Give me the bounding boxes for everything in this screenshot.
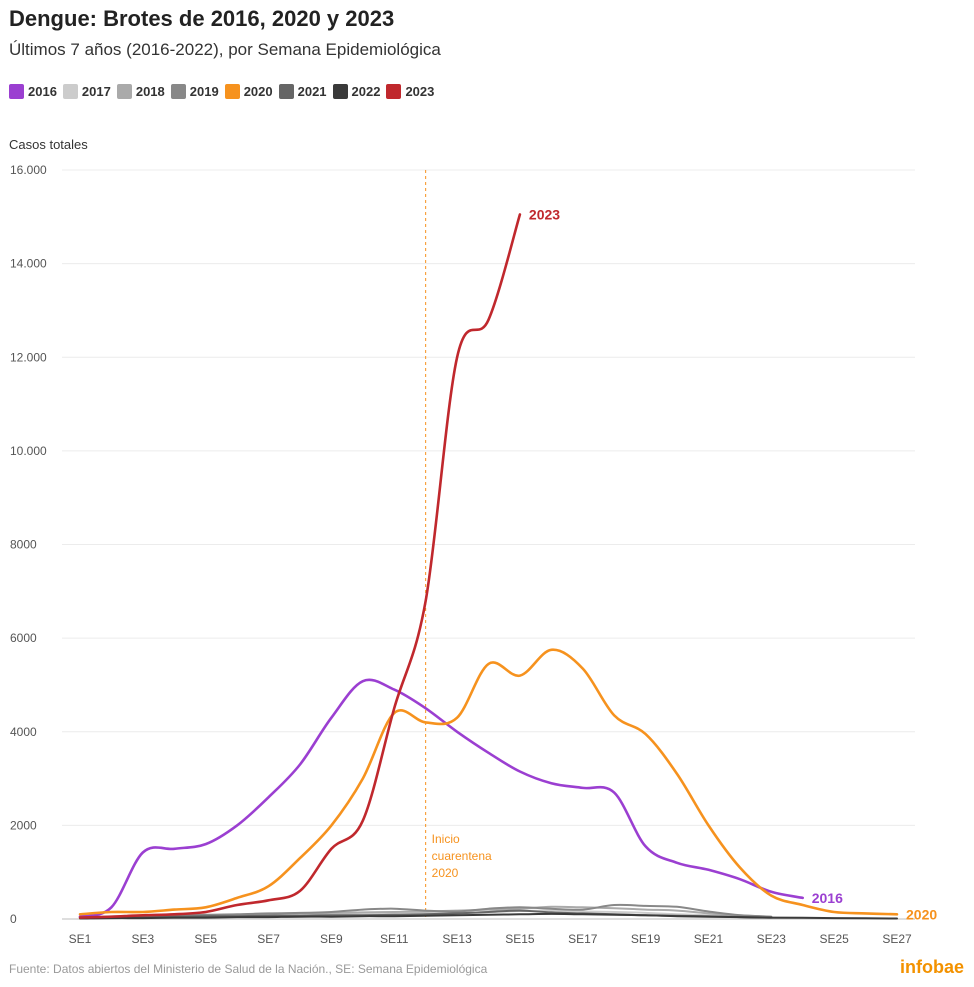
line-chart: 0 2000 4000 6000 8000 10.000 12.000 14.000 16.00… bbox=[10, 163, 937, 946]
legend-item-2022: 2022 bbox=[332, 84, 381, 99]
x-tick-label: SE27 bbox=[882, 932, 912, 946]
series-end-label-2020: 2020 bbox=[906, 906, 937, 922]
x-tick-label: SE13 bbox=[442, 932, 472, 946]
legend-label: 2016 bbox=[28, 84, 57, 99]
y-axis-title: Casos totales bbox=[9, 137, 88, 152]
legend-label: 2019 bbox=[189, 84, 219, 99]
legend-item-2021: 2021 bbox=[278, 84, 327, 99]
x-tick-label: SE3 bbox=[132, 932, 155, 946]
x-tick-label: SE25 bbox=[819, 932, 849, 946]
legend: 2016 2017 2018 2019 2020 2021 2022 2023 bbox=[9, 84, 434, 99]
chart-title: Dengue: Brotes de 2016, 2020 y 2023 bbox=[9, 6, 395, 31]
x-tick-label: SE7 bbox=[257, 932, 280, 946]
x-tick-label: SE5 bbox=[194, 932, 217, 946]
series-line-2016 bbox=[78, 678, 804, 918]
legend-swatch bbox=[170, 84, 186, 99]
series-line-2019 bbox=[79, 903, 773, 919]
legend-swatch bbox=[224, 84, 240, 99]
x-tick-label: SE23 bbox=[757, 932, 787, 946]
legend-swatch bbox=[9, 84, 24, 99]
legend-item-2017: 2017 bbox=[62, 84, 111, 99]
y-tick-label: 2000 bbox=[10, 818, 37, 832]
x-tick-label: SE21 bbox=[694, 932, 724, 946]
legend-label: 2022 bbox=[351, 84, 381, 99]
y-tick-label: 0 bbox=[10, 912, 17, 926]
x-tick-label: SE19 bbox=[631, 932, 661, 946]
legend-label: 2020 bbox=[243, 84, 273, 99]
legend-label: 2017 bbox=[81, 84, 111, 99]
legend-swatch bbox=[278, 84, 294, 99]
brand-logo: infobae bbox=[899, 957, 964, 977]
x-tick-label: SE11 bbox=[380, 932, 409, 946]
y-tick-label: 12.000 bbox=[10, 350, 47, 364]
chart-subtitle: Últimos 7 años (2016-2022), por Semana E… bbox=[9, 40, 441, 59]
quarantine-label: cuarentena bbox=[432, 849, 492, 863]
series-line-2023 bbox=[78, 213, 522, 919]
y-tick-label: 4000 bbox=[10, 725, 37, 739]
quarantine-label: Inicio bbox=[432, 832, 460, 846]
legend-swatch bbox=[332, 84, 348, 99]
series-line-2022 bbox=[79, 912, 898, 920]
legend-item-2023: 2023 bbox=[386, 84, 434, 99]
quarantine-label: 2020 bbox=[432, 866, 459, 880]
y-tick-label: 8000 bbox=[10, 538, 37, 552]
legend-item-2020: 2020 bbox=[224, 84, 273, 99]
y-tick-label: 16.000 bbox=[10, 163, 47, 177]
legend-swatch bbox=[62, 84, 78, 99]
y-tick-label: 10.000 bbox=[10, 444, 47, 458]
x-tick-label: SE17 bbox=[568, 932, 598, 946]
x-tick-label: SE1 bbox=[69, 932, 92, 946]
source-footer: Fuente: Datos abiertos del Ministerio de… bbox=[9, 962, 488, 976]
legend-item-2016: 2016 bbox=[9, 84, 57, 99]
legend-swatch bbox=[386, 84, 402, 99]
legend-item-2019: 2019 bbox=[170, 84, 219, 99]
series-end-label-2016: 2016 bbox=[812, 890, 843, 906]
series-line-2020 bbox=[78, 648, 899, 916]
legend-item-2018: 2018 bbox=[116, 84, 165, 99]
x-tick-label: SE9 bbox=[320, 932, 343, 946]
legend-label: 2023 bbox=[405, 84, 435, 99]
legend-label: 2018 bbox=[135, 84, 165, 99]
x-tick-label: SE15 bbox=[505, 932, 535, 946]
y-tick-label: 6000 bbox=[10, 631, 37, 645]
series-end-label-2023: 2023 bbox=[529, 206, 560, 222]
legend-label: 2021 bbox=[297, 84, 327, 99]
legend-swatch bbox=[116, 84, 132, 99]
y-tick-label: 14.000 bbox=[10, 257, 47, 271]
